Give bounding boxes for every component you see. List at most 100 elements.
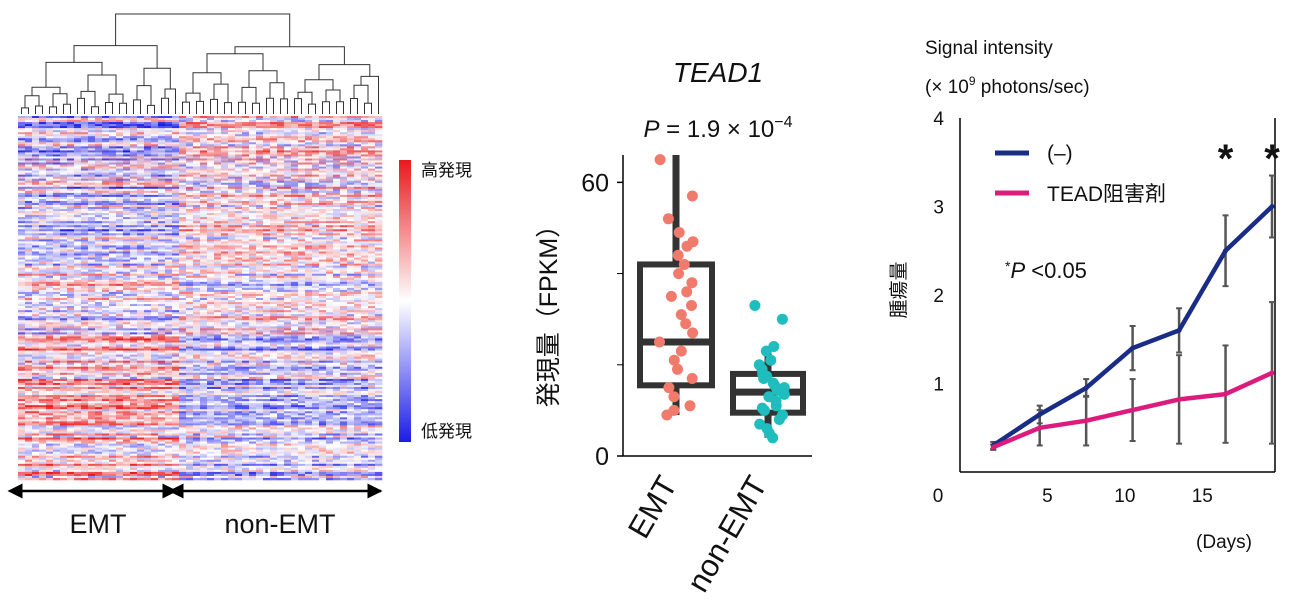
heatmap-cell [130, 223, 138, 226]
heatmap-cell [109, 182, 117, 186]
heatmap-cell [116, 160, 124, 163]
heatmap-cell [158, 399, 166, 402]
heatmap-cell [74, 219, 82, 222]
heatmap-cell [53, 209, 61, 212]
heatmap-cell [172, 459, 180, 463]
heatmap-cell [74, 358, 82, 361]
heatmap-cell [116, 202, 124, 206]
heatmap-cell [74, 148, 82, 151]
heatmap-cell [18, 467, 26, 471]
heatmap-cell [81, 427, 89, 430]
heatmap-cell [130, 334, 138, 337]
heatmap-cell [158, 449, 166, 452]
heatmap-cell [123, 124, 131, 127]
heatmap-cell [165, 235, 173, 238]
heatmap-cell [102, 281, 110, 285]
heatmap-cell [88, 259, 96, 262]
heatmap-cell [186, 257, 194, 260]
heatmap-cell [53, 221, 61, 224]
heatmap-cell [144, 245, 152, 248]
heatmap-cell [207, 144, 215, 147]
heatmap-cell [32, 439, 40, 442]
heatmap-cell [39, 350, 47, 353]
heatmap-cell [200, 283, 208, 287]
heatmap-cell [193, 257, 201, 260]
heatmap-cell [102, 241, 110, 244]
heatmap-cell [60, 473, 68, 477]
heatmap-cell [179, 302, 187, 305]
heatmap-cell [165, 374, 173, 378]
heatmap-cell [102, 312, 110, 315]
heatmap-cell [39, 293, 47, 297]
heatmap-cell [144, 471, 152, 475]
heatmap-cell [144, 233, 152, 236]
heatmap-cell [158, 150, 166, 153]
heatmap-cell [144, 346, 152, 349]
heatmap-cell [39, 271, 47, 275]
heatmap-cell [137, 160, 145, 163]
heatmap-cell [39, 298, 47, 301]
heatmap-cell [179, 219, 187, 222]
heatmap-cell [32, 314, 40, 317]
heatmap-cell [67, 255, 75, 258]
heatmap-cell [81, 148, 89, 151]
heatmap-cell [25, 401, 33, 404]
heatmap-cell [67, 134, 75, 137]
heatmap-cell [32, 415, 40, 418]
heatmap-cell [102, 160, 110, 163]
heatmap-cell [158, 427, 166, 430]
heatmap-cell [116, 471, 124, 475]
heatmap-cell [193, 295, 201, 299]
heatmap-cell [151, 219, 159, 222]
heatmap-cell [60, 316, 68, 319]
heatmap-cell [144, 126, 152, 129]
heatmap-cell [158, 166, 166, 169]
heatmap-cell [116, 168, 124, 171]
heatmap-cell [158, 130, 166, 133]
heatmap-cell [60, 340, 68, 343]
heatmap-cell [151, 243, 159, 246]
heatmap-cell [172, 298, 180, 301]
heatmap-cell [46, 219, 54, 222]
heatmap-cell [102, 190, 110, 194]
heatmap-cell [60, 146, 68, 149]
heatmap-cell [46, 405, 54, 408]
heatmap-cell [186, 405, 194, 408]
heatmap-cell [179, 370, 187, 374]
heatmap-cell [74, 409, 82, 412]
heatmap-cell [137, 209, 145, 212]
heatmap-cell [137, 120, 145, 123]
heatmap-cell [179, 413, 187, 416]
heatmap-cell [95, 188, 103, 192]
heatmap-cell [95, 154, 103, 157]
heatmap-cell [207, 172, 215, 175]
heatmap-cell [25, 233, 33, 236]
heatmap-cell [53, 368, 61, 372]
heatmap-cell [200, 132, 208, 135]
heatmap-cell [116, 455, 124, 459]
heatmap-cell [165, 293, 173, 297]
heatmap-cell [88, 271, 96, 275]
heatmap-cell [144, 425, 152, 428]
heatmap-cell [200, 178, 208, 182]
heatmap-cell [123, 378, 131, 382]
heatmap-cell [102, 457, 110, 461]
heatmap-cell [102, 443, 110, 446]
heatmap-cell [123, 374, 131, 378]
heatmap-cell [144, 194, 152, 198]
heatmap-cell [53, 391, 61, 394]
heatmap-cell [186, 233, 194, 236]
heatmap-cell [116, 207, 124, 210]
heatmap-cell [46, 425, 54, 428]
heatmap-cell [109, 471, 117, 475]
heatmap-cell [193, 249, 201, 252]
heatmap-cell [172, 376, 180, 380]
heatmap-cell [130, 118, 138, 121]
heatmap-cell [67, 370, 75, 374]
heatmap-cell [95, 364, 103, 368]
heatmap-cell [200, 279, 208, 283]
heatmap-cell [81, 350, 89, 353]
heatmap-cell [53, 215, 61, 218]
heatmap-cell [186, 152, 194, 155]
heatmap-cell [130, 362, 138, 366]
